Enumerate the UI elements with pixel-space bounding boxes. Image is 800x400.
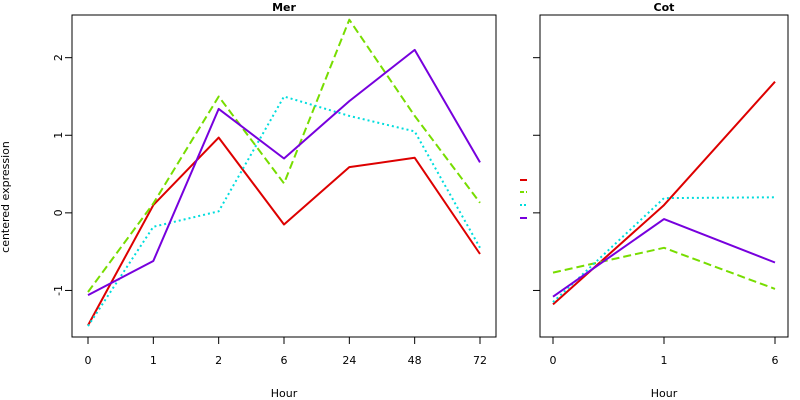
series-line-mer-1 (87, 18, 481, 293)
x-tick-label-mer-3: 6 (281, 354, 288, 367)
x-tick-label-mer-6: 72 (473, 354, 487, 367)
x-tick-label-cot-1: 1 (661, 354, 668, 367)
x-tick-label-mer-0: 0 (85, 354, 92, 367)
series-line-cot-3 (552, 218, 776, 298)
x-tick-label-mer-1: 1 (150, 354, 157, 367)
y-tick-label-mer-3: 2 (52, 54, 65, 61)
panel-mer: Mer Hour 0 1 2 6 24 48 72 -1 0 1 2 (52, 1, 497, 400)
panel-cot-x-axis-label: Hour (651, 387, 678, 400)
panel-mer-frame (71, 14, 497, 338)
x-tick-label-mer-5: 48 (408, 354, 422, 367)
panel-mer-x-axis-label: Hour (271, 387, 298, 400)
panel-cot-frame (539, 14, 789, 338)
legend (520, 179, 527, 219)
y-tick-label-mer-1: 0 (52, 209, 65, 216)
y-tick-label-mer-0: -1 (52, 285, 65, 296)
x-tick-label-mer-2: 2 (215, 354, 222, 367)
panel-cot-title: Cot (654, 1, 675, 14)
series-line-mer-0 (87, 136, 481, 326)
y-tick-label-mer-2: 1 (52, 132, 65, 139)
x-tick-label-cot-0: 0 (550, 354, 557, 367)
y-axis-label: centered expression (0, 141, 12, 253)
series-line-mer-3 (87, 48, 481, 296)
panel-cot: Cot Hour 0 1 6 (533, 1, 789, 400)
x-tick-label-mer-4: 24 (342, 354, 356, 367)
series-line-cot-1 (552, 246, 776, 290)
series-line-cot-2 (552, 196, 776, 303)
x-tick-label-cot-2: 6 (772, 354, 779, 367)
panel-mer-title: Mer (272, 1, 296, 14)
